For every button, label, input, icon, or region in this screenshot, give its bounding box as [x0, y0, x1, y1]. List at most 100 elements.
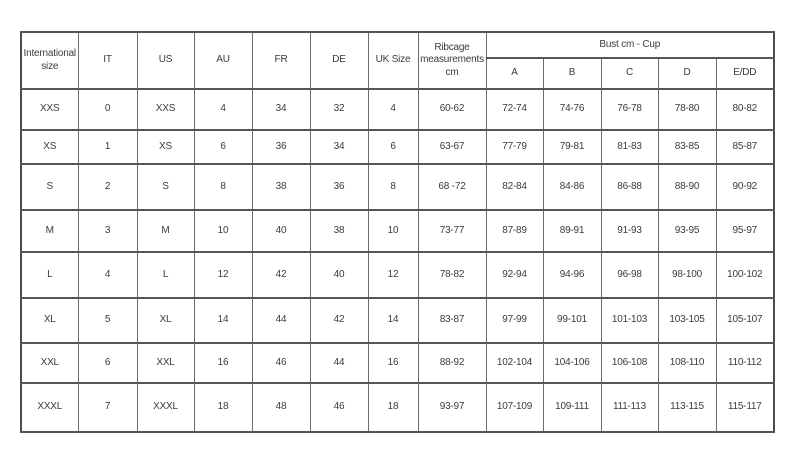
size-cell: 6 — [193, 129, 253, 165]
col-header-cup-d: D — [657, 57, 717, 90]
size-cell: 3 — [77, 209, 138, 253]
size-cell: 89-91 — [542, 209, 602, 253]
size-cell: 46 — [251, 342, 311, 384]
size-cell: 48 — [251, 382, 311, 433]
size-cell: 63-67 — [417, 129, 487, 165]
table-row: XL 5 XL 14 44 42 14 83-87 97-99 99-101 101-103 103-… — [20, 297, 775, 344]
header-row-cups: A B C D E/DD — [21, 57, 775, 90]
size-cell: 10 — [193, 209, 253, 253]
size-cell: 97-99 — [485, 297, 544, 344]
size-cell: 77-79 — [485, 129, 544, 165]
size-cell: 102-104 — [485, 342, 544, 384]
table-row: L 4 L 12 42 40 12 78-82 92-94 94-96 96-98 98-100 100… — [20, 251, 775, 299]
size-cell: 101-103 — [600, 297, 659, 344]
size-cell: 12 — [193, 251, 253, 299]
size-cell: 93-95 — [657, 209, 717, 253]
size-cell: XS — [136, 129, 195, 165]
size-cell: XXXL — [20, 382, 79, 433]
size-cell: 105-107 — [715, 297, 775, 344]
size-cell: 34 — [251, 88, 311, 131]
col-header-cup-edd: E/DD — [715, 57, 775, 90]
size-cell: 90-92 — [715, 163, 775, 211]
size-cell: 95-97 — [715, 209, 775, 253]
size-cell: 103-105 — [657, 297, 717, 344]
col-header-uk-size: UK Size — [367, 31, 419, 90]
size-cell: 93-97 — [417, 382, 487, 433]
size-cell: 6 — [77, 342, 138, 384]
size-chart-header: International size IT US AU FR DE UK Siz… — [20, 31, 775, 90]
size-cell: 106-108 — [600, 342, 659, 384]
size-cell: XXS — [20, 88, 79, 131]
col-group-header-bust-cup: Bust cm - Cup — [485, 31, 775, 59]
size-cell: 100-102 — [715, 251, 775, 299]
col-header-cup-c: C — [600, 57, 659, 90]
size-cell: 87-89 — [485, 209, 544, 253]
size-cell: 34 — [309, 129, 369, 165]
size-cell: 74-76 — [542, 88, 602, 131]
size-cell: 14 — [193, 297, 253, 344]
size-cell: 80-82 — [715, 88, 775, 131]
size-cell: S — [20, 163, 79, 211]
col-header-cup-a: A — [485, 57, 544, 90]
size-cell: 86-88 — [600, 163, 659, 211]
size-cell: 40 — [251, 209, 311, 253]
size-cell: 5 — [77, 297, 138, 344]
size-cell: 84-86 — [542, 163, 602, 211]
size-cell: 72-74 — [485, 88, 544, 131]
col-header-de: DE — [309, 31, 369, 90]
size-cell: 96-98 — [600, 251, 659, 299]
size-cell: XXL — [136, 342, 195, 384]
size-cell: 78-80 — [657, 88, 717, 131]
col-header-fr: FR — [251, 31, 311, 90]
size-cell: XS — [20, 129, 79, 165]
size-cell: 36 — [251, 129, 311, 165]
size-cell: 8 — [367, 163, 419, 211]
size-cell: XXXL — [136, 382, 195, 433]
size-cell: 79-81 — [542, 129, 602, 165]
size-cell: 109-111 — [542, 382, 602, 433]
size-cell: 78-82 — [417, 251, 487, 299]
size-cell: XXL — [20, 342, 79, 384]
size-cell: 6 — [367, 129, 419, 165]
col-header-international-size: International size — [20, 31, 79, 90]
size-cell: 82-84 — [485, 163, 544, 211]
size-cell: 14 — [367, 297, 419, 344]
size-cell: M — [20, 209, 79, 253]
size-cell: 8 — [193, 163, 253, 211]
table-row: XXXL 7 XXXL 18 48 46 18 93-97 107-109 109-111 111-… — [20, 382, 775, 433]
size-cell: XL — [136, 297, 195, 344]
size-cell: 81-83 — [600, 129, 659, 165]
size-cell: 12 — [367, 251, 419, 299]
col-header-ribcage: Ribcage measurements cm — [417, 31, 487, 90]
size-cell: 4 — [193, 88, 253, 131]
size-cell: S — [136, 163, 195, 211]
size-cell: 113-115 — [657, 382, 717, 433]
size-cell: 98-100 — [657, 251, 717, 299]
size-cell: 73-77 — [417, 209, 487, 253]
size-cell: 94-96 — [542, 251, 602, 299]
size-cell: 7 — [77, 382, 138, 433]
col-header-it: IT — [77, 31, 138, 90]
table-row: M 3 M 10 40 38 10 73-77 87-89 89-91 91-93 93-95 95-9… — [20, 209, 775, 253]
size-cell: 36 — [309, 163, 369, 211]
size-cell: 16 — [193, 342, 253, 384]
col-header-au: AU — [193, 31, 253, 90]
header-row-top: International size IT US AU FR DE UK Siz… — [20, 31, 775, 90]
size-cell: 115-117 — [715, 382, 775, 433]
size-cell: 83-85 — [657, 129, 717, 165]
table-row: XXL 6 XXL 16 46 44 16 88-92 102-104 104-106 106-10… — [20, 342, 775, 384]
size-cell: 38 — [309, 209, 369, 253]
size-cell: 44 — [309, 342, 369, 384]
size-cell: 18 — [367, 382, 419, 433]
size-chart-body: XXS 0 XXS 4 34 32 4 60-62 72-74 74-76 76-78 78-80 80… — [20, 88, 775, 433]
size-cell: 88-92 — [417, 342, 487, 384]
size-cell: 4 — [367, 88, 419, 131]
size-cell: 32 — [309, 88, 369, 131]
size-cell: 110-112 — [715, 342, 775, 384]
size-cell: L — [136, 251, 195, 299]
size-cell: 108-110 — [657, 342, 717, 384]
col-header-cup-b: B — [542, 57, 602, 90]
size-cell: 88-90 — [657, 163, 717, 211]
size-chart-table: International size IT US AU FR DE UK Siz… — [20, 31, 776, 433]
